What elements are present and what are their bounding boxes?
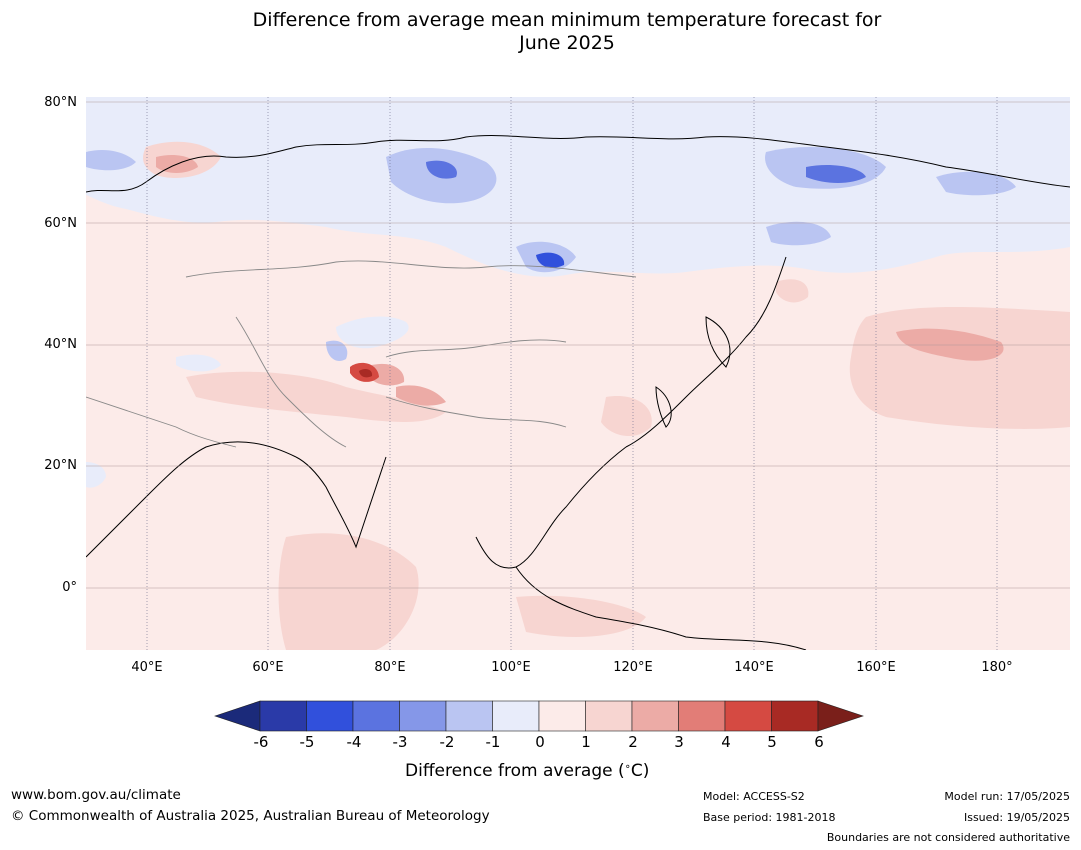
colorbar-extend-high: [817, 700, 864, 732]
colorbar-tick: 3: [674, 733, 684, 751]
colorbar-segment: [399, 700, 447, 732]
coastline-south-china-sea: [475, 446, 627, 569]
warm-region-north-pacific-core: [896, 328, 1004, 361]
warm-region-south-china: [601, 396, 652, 437]
issued-date: Issued: 19/05/2025: [963, 811, 1070, 824]
coastlines: [86, 135, 1070, 650]
lat-label-equator: 0°: [62, 580, 77, 595]
warm-region-himalaya: [396, 385, 446, 406]
border-central-asia: [235, 316, 347, 448]
coastline-arctic: [86, 135, 1070, 193]
cool-region-scandinavia: [86, 150, 136, 171]
colorbar-tick: -5: [299, 733, 315, 751]
title-line-2: June 2025: [519, 32, 615, 54]
lon-label-80e: 80°E: [374, 660, 406, 675]
colorbar-tick: -6: [253, 733, 269, 751]
colorbar-segment: [306, 700, 354, 732]
border-himalaya: [385, 396, 567, 428]
coastline-arabia: [86, 441, 297, 558]
cool-anomaly-regions: [86, 97, 1070, 488]
lat-label-80n: 80°N: [44, 95, 77, 110]
colorbar-segment: [631, 700, 679, 732]
boundaries-disclaimer: Boundaries are not considered authoritat…: [826, 831, 1070, 844]
colorbar-segment: [445, 700, 493, 732]
cool-region-okhotsk: [766, 221, 831, 246]
cool-region-west: [86, 462, 106, 488]
warm-anomaly-regions: [143, 141, 1070, 650]
cool-region-pamir: [326, 340, 348, 362]
lat-label-20n: 20°N: [44, 458, 77, 473]
coastline-india: [295, 456, 387, 549]
colorbar-segment: [771, 700, 819, 732]
model-name: Model: ACCESS-S2: [703, 790, 805, 803]
warm-region-indian-ocean: [278, 533, 419, 650]
colorbar-tick: -3: [392, 733, 408, 751]
lon-label-100e: 100°E: [491, 660, 531, 675]
lon-label-160e: 160°E: [856, 660, 896, 675]
colorbar-label-text: Difference from average (: [405, 761, 625, 781]
cool-region-caspian: [176, 354, 221, 372]
colorbar-tick: 4: [721, 733, 731, 751]
colorbar-segment: [352, 700, 400, 732]
lon-label-140e: 140°E: [734, 660, 774, 675]
coastline-japan: [705, 316, 731, 368]
border-russia-south: [185, 260, 637, 278]
lat-label-60n: 60°N: [44, 216, 77, 231]
colorbar-tick: 0: [535, 733, 545, 751]
lon-label-120e: 120°E: [613, 660, 653, 675]
lat-label-40n: 40°N: [44, 337, 77, 352]
map-svg: [86, 97, 1070, 650]
title-line-1: Difference from average mean minimum tem…: [252, 9, 882, 31]
cool-region-chukotka: [936, 171, 1016, 196]
cool-region-baikal-core: [536, 252, 565, 268]
colorbar-segment: [492, 700, 540, 732]
border-middle-east: [86, 396, 237, 448]
colorbar-tick: -1: [485, 733, 501, 751]
cool-region-east-siberia-core: [806, 165, 866, 183]
cool-region-central-asia: [336, 316, 409, 349]
colorbar-tick: -4: [346, 733, 362, 751]
country-borders: [86, 260, 637, 448]
colorbar-tick: 1: [581, 733, 591, 751]
colorbar: [214, 700, 864, 732]
colorbar-label-degree: ∘: [624, 761, 631, 773]
warm-region-karakoram-peak: [359, 368, 373, 378]
colorbar-label-end: C): [630, 761, 650, 781]
colorbar-label: Difference from average (∘C): [405, 761, 649, 781]
colorbar-tick: 5: [767, 733, 777, 751]
lat-gridlines: [86, 101, 1070, 589]
base-period: Base period: 1981-2018: [703, 811, 836, 824]
copyright-notice: © Commonwealth of Australia 2025, Austra…: [11, 808, 490, 824]
coastline-pacific-asia: [625, 256, 787, 448]
colorbar-segment: [259, 700, 307, 732]
warm-region-iran-tibet: [186, 371, 446, 422]
colorbar-segment: [724, 700, 772, 732]
warm-region-north-pacific: [849, 307, 1070, 429]
website-link[interactable]: www.bom.gov.au/climate: [11, 787, 181, 803]
lon-label-180: 180°: [981, 660, 1013, 675]
gridlines: [146, 97, 998, 650]
lon-label-40e: 40°E: [131, 660, 163, 675]
model-run-date: Model run: 17/05/2025: [944, 790, 1070, 803]
colorbar-segment: [538, 700, 586, 732]
map-title: Difference from average mean minimum tem…: [0, 9, 1081, 55]
colorbar-extend-low: [214, 700, 261, 732]
lon-label-60e: 60°E: [252, 660, 284, 675]
warm-region-kamchatka: [776, 279, 809, 303]
warm-region-indonesia: [516, 595, 646, 637]
colorbar-segment: [585, 700, 633, 732]
colorbar-tick: 6: [814, 733, 824, 751]
cool-region-siberia-core: [426, 160, 457, 179]
colorbar-tick: -2: [439, 733, 455, 751]
coastline-taiwan: [655, 386, 672, 428]
forecast-map: [86, 97, 1070, 650]
colorbar-tick: 2: [628, 733, 638, 751]
colorbar-segment: [678, 700, 726, 732]
coastline-indonesia: [515, 566, 807, 650]
border-china-west: [385, 339, 567, 358]
